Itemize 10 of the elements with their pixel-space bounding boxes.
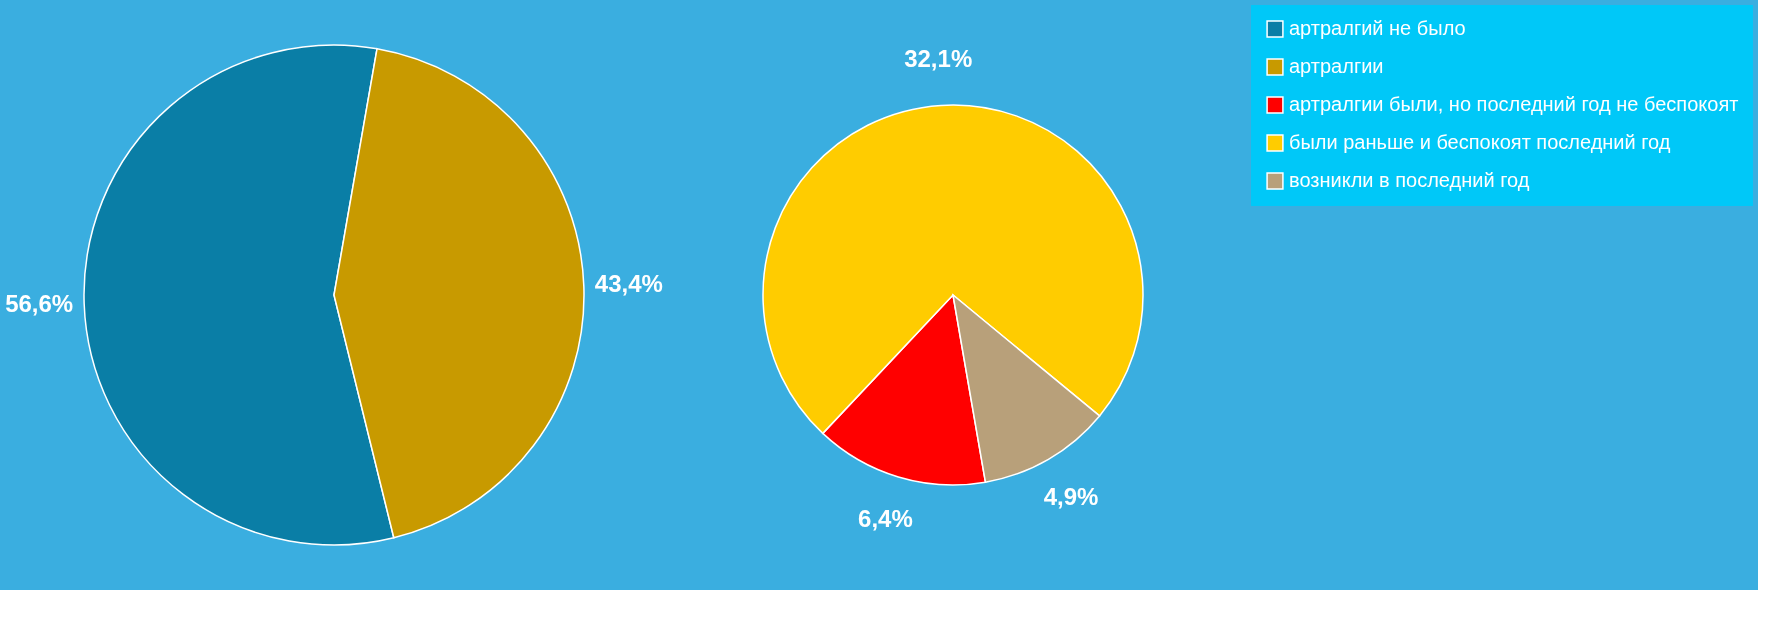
- data-label: 56,6%: [5, 290, 74, 318]
- data-label: 32,1%: [904, 45, 973, 73]
- legend-label: были раньше и беспокоят последний год: [1289, 131, 1671, 153]
- data-label: 43,4%: [594, 269, 663, 297]
- legend-label: возникли в последний год: [1289, 169, 1530, 191]
- data-label: 4,9%: [1043, 483, 1099, 511]
- legend-label: артралгий не было: [1289, 17, 1466, 39]
- data-label: 6,4%: [858, 505, 913, 533]
- legend-label: артралгии были, но последний год не беспокоят: [1289, 93, 1739, 115]
- legend-label: артралгии: [1289, 55, 1384, 77]
